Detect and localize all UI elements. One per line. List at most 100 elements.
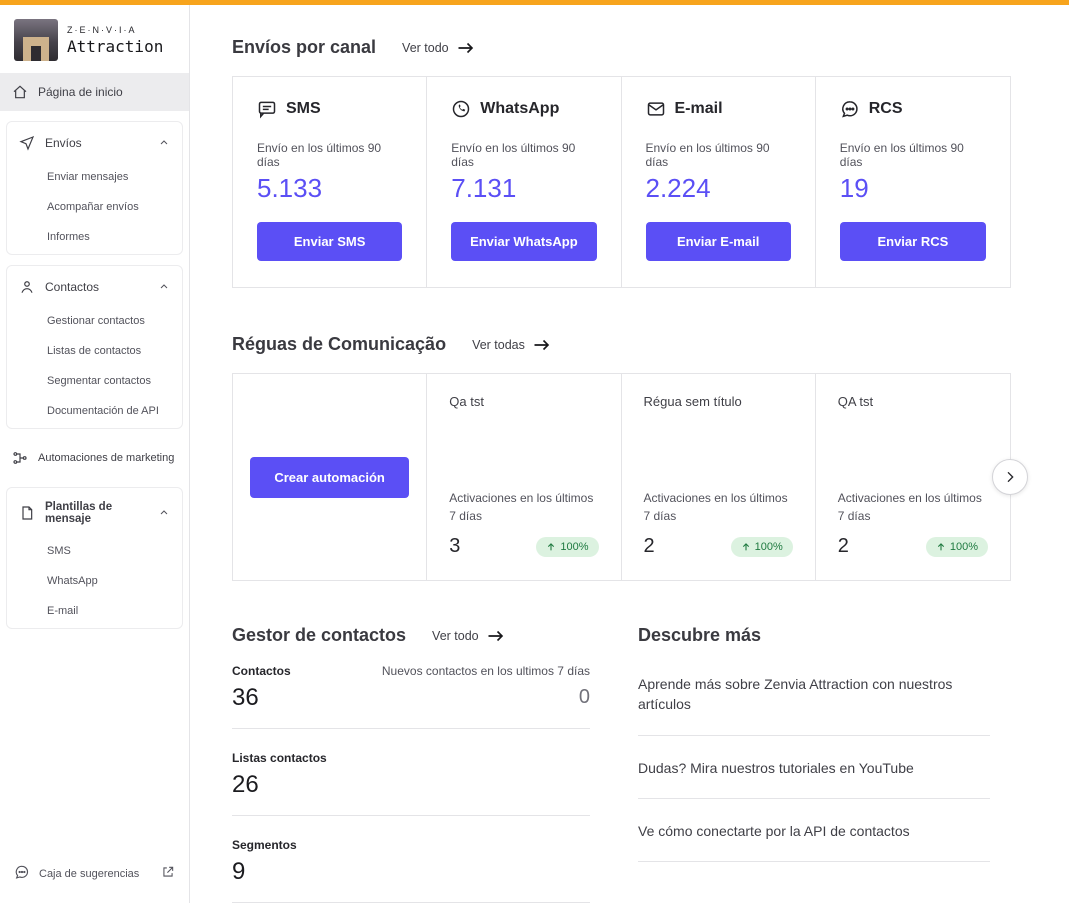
see-all-label: Ver todo xyxy=(432,628,479,643)
channel-card-rcs: RCS Envío en los últimos 90 días 19 Envi… xyxy=(816,77,1010,287)
stat-contacts: Contactos 36 Nuevos contactos en los ult… xyxy=(232,656,590,729)
channel-caption: Envío en los últimos 90 días xyxy=(645,141,770,169)
automation-value: 3 xyxy=(449,535,461,557)
sidebar-item-gestionar-contactos[interactable]: Gestionar contactos xyxy=(47,315,145,327)
channel-caption: Envío en los últimos 90 días xyxy=(257,141,382,169)
sidebar-item-automaciones[interactable]: Automaciones de marketing xyxy=(0,439,189,477)
stat-segments: Segmentos 9 xyxy=(232,830,590,903)
channel-caption: Envío en los últimos 90 días xyxy=(451,141,576,169)
automation-card[interactable]: QA tst Activaciones en los últimos 7 día… xyxy=(816,374,1010,580)
automation-name: Régua sem título xyxy=(643,394,742,409)
sidebar-item-segmentar-contactos[interactable]: Segmentar contactos xyxy=(47,375,151,387)
sidebar-group-plantillas: Plantillas de mensaje SMS WhatsApp E-mai… xyxy=(6,487,183,629)
arrow-right-icon xyxy=(487,629,505,643)
sidebar-item-contactos[interactable]: Contactos xyxy=(7,268,182,306)
template-file-icon xyxy=(19,505,35,521)
automation-caption: Activaciones en los últimos 7 días xyxy=(449,491,594,523)
channel-value: 5.133 xyxy=(257,173,323,203)
channel-value: 19 xyxy=(839,173,869,203)
sidebar-group-contactos: Contactos Gestionar contactos Listas de … xyxy=(6,265,183,429)
trend-up-icon xyxy=(936,542,946,552)
sidebar-item-plantillas-email[interactable]: E-mail xyxy=(47,605,79,617)
channel-caption: Envío en los últimos 90 días xyxy=(839,141,964,169)
trend-up-icon xyxy=(546,542,556,552)
chevron-up-icon[interactable] xyxy=(158,507,170,519)
channel-card-whatsapp: WhatsApp Envío en los últimos 90 días 7.… xyxy=(427,77,622,287)
automation-card[interactable]: Qa tst Activaciones en los últimos 7 día… xyxy=(427,374,622,580)
stat-value: 9 xyxy=(232,858,246,885)
stat-sub-label: Nuevos contactos en los ultimos 7 días xyxy=(381,664,590,678)
chevron-up-icon[interactable] xyxy=(158,281,170,293)
sidebar-item-acompanar-envios[interactable]: Acompañar envíos xyxy=(47,201,139,213)
discover-link-youtube[interactable]: Dudas? Mira nuestros tutoriales en YouTu… xyxy=(638,736,990,799)
sidebar-item-home[interactable]: Página de inicio xyxy=(0,73,189,111)
automation-cards: Crear automación Qa tst Activaciones en … xyxy=(232,373,1011,581)
workflow-icon xyxy=(12,450,28,466)
sidebar-group-envios: Envíos Enviar mensajes Acompañar envíos … xyxy=(6,121,183,255)
create-automation-button[interactable]: Crear automación xyxy=(250,456,409,498)
sidebar-item-label: Caja de sugerencias xyxy=(39,867,140,880)
send-whatsapp-button[interactable]: Enviar WhatsApp xyxy=(451,222,597,261)
channel-card-email: E-mail Envío en los últimos 90 días 2.22… xyxy=(622,77,816,287)
stat-contact-lists: Listas contactos 26 xyxy=(232,743,590,816)
sidebar-item-enviar-mensajes[interactable]: Enviar mensajes xyxy=(47,171,129,183)
automation-name: Qa tst xyxy=(449,394,484,409)
person-icon xyxy=(19,279,35,295)
sidebar-item-suggestions[interactable]: Caja de sugerencias xyxy=(0,854,189,893)
rcs-bubble-icon xyxy=(840,99,860,119)
sidebar-item-informes[interactable]: Informes xyxy=(47,231,90,243)
sidebar-item-label: Página de inicio xyxy=(38,85,123,99)
stat-label: Segmentos xyxy=(232,838,297,852)
sidebar-item-label: Envíos xyxy=(45,136,82,150)
trend-up-icon xyxy=(741,542,751,552)
arrow-right-icon xyxy=(533,338,551,352)
sidebar-item-listas-de-contactos[interactable]: Listas de contactos xyxy=(47,345,142,357)
see-all-label: Ver todas xyxy=(472,337,525,352)
discover-link-articles[interactable]: Aprende más sobre Zenvia Attraction con … xyxy=(638,652,990,736)
brand-product: Attraction xyxy=(67,36,164,56)
channel-value: 2.224 xyxy=(645,173,711,203)
trend-badge: 100% xyxy=(925,536,988,557)
channels-see-all-link[interactable]: Ver todo xyxy=(402,41,475,55)
send-email-button[interactable]: Enviar E-mail xyxy=(645,222,791,261)
trend-value: 100% xyxy=(754,540,783,553)
chevron-up-icon[interactable] xyxy=(158,137,170,149)
sidebar-item-plantillas-sms[interactable]: SMS xyxy=(47,545,71,557)
send-sms-button[interactable]: Enviar SMS xyxy=(257,222,403,261)
automations-see-all-link[interactable]: Ver todas xyxy=(472,338,551,352)
contacts-see-all-link[interactable]: Ver todo xyxy=(432,629,505,643)
automation-name: QA tst xyxy=(837,394,874,409)
stat-value: 26 xyxy=(232,771,259,798)
sidebar-item-envios[interactable]: Envíos xyxy=(7,124,182,162)
send-rcs-button[interactable]: Enviar RCS xyxy=(839,222,986,261)
sidebar-item-plantillas[interactable]: Plantillas de mensaje xyxy=(7,490,182,536)
automation-card[interactable]: Régua sem título Activaciones en los últ… xyxy=(622,374,816,580)
discover-link-api[interactable]: Ve cómo conectarte por la API de contact… xyxy=(638,799,990,863)
section-channels: Envíos por canal Ver todo SMS xyxy=(232,37,1011,288)
sidebar-item-plantillas-whatsapp[interactable]: WhatsApp xyxy=(47,575,98,587)
stat-main: Contactos 36 xyxy=(232,664,291,712)
automation-caption: Activaciones en los últimos 7 días xyxy=(837,491,982,523)
stat-main: Segmentos 9 xyxy=(232,838,297,886)
brand-name: Z·E·N·V·I·A xyxy=(67,24,137,35)
sms-chat-icon xyxy=(257,99,277,119)
brand-text: Z·E·N·V·I·A Attraction xyxy=(67,25,163,56)
app-shell: Z·E·N·V·I·A Attraction Página de inicio … xyxy=(0,5,1069,903)
external-link-icon[interactable] xyxy=(161,865,175,882)
contacts-title: Gestor de contactos xyxy=(232,625,407,645)
sidebar-item-documentacion-api[interactable]: Documentación de API xyxy=(47,405,159,417)
brand-logo[interactable]: Z·E·N·V·I·A Attraction xyxy=(0,5,189,73)
discover-title: Descubre más xyxy=(638,625,762,645)
stat-sub: Nuevos contactos en los ultimos 7 días 0 xyxy=(382,664,590,709)
send-icon xyxy=(19,135,35,151)
stat-label: Listas contactos xyxy=(232,751,327,765)
carousel-next-button[interactable] xyxy=(992,459,1028,495)
automation-value: 2 xyxy=(643,535,655,557)
arrow-right-icon xyxy=(457,41,475,55)
main-content: Envíos por canal Ver todo SMS xyxy=(190,5,1069,903)
channel-card-sms: SMS Envío en los últimos 90 días 5.133 E… xyxy=(233,77,428,287)
channel-cards: SMS Envío en los últimos 90 días 5.133 E… xyxy=(232,76,1011,288)
section-automations: Réguas de Comunicação Ver todas Crear au… xyxy=(232,334,1028,581)
section-discover: Descubre más Aprende más sobre Zenvia At… xyxy=(638,625,990,903)
see-all-label: Ver todo xyxy=(402,40,449,55)
